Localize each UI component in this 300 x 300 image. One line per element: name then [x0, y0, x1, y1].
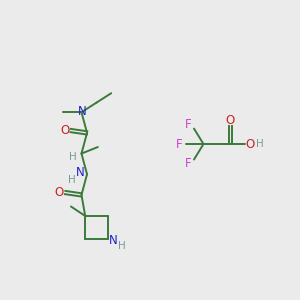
Text: O: O [55, 186, 64, 199]
Text: H: H [118, 241, 125, 251]
Text: N: N [76, 166, 85, 179]
Text: N: N [109, 234, 118, 247]
Text: N: N [78, 104, 86, 118]
Text: F: F [185, 157, 191, 170]
Text: O: O [246, 138, 255, 151]
Text: F: F [176, 138, 182, 151]
Text: H: H [256, 139, 264, 149]
Text: O: O [226, 114, 235, 128]
Text: F: F [185, 118, 191, 131]
Text: O: O [60, 124, 69, 137]
Text: H: H [68, 175, 76, 184]
Text: H: H [69, 152, 77, 162]
